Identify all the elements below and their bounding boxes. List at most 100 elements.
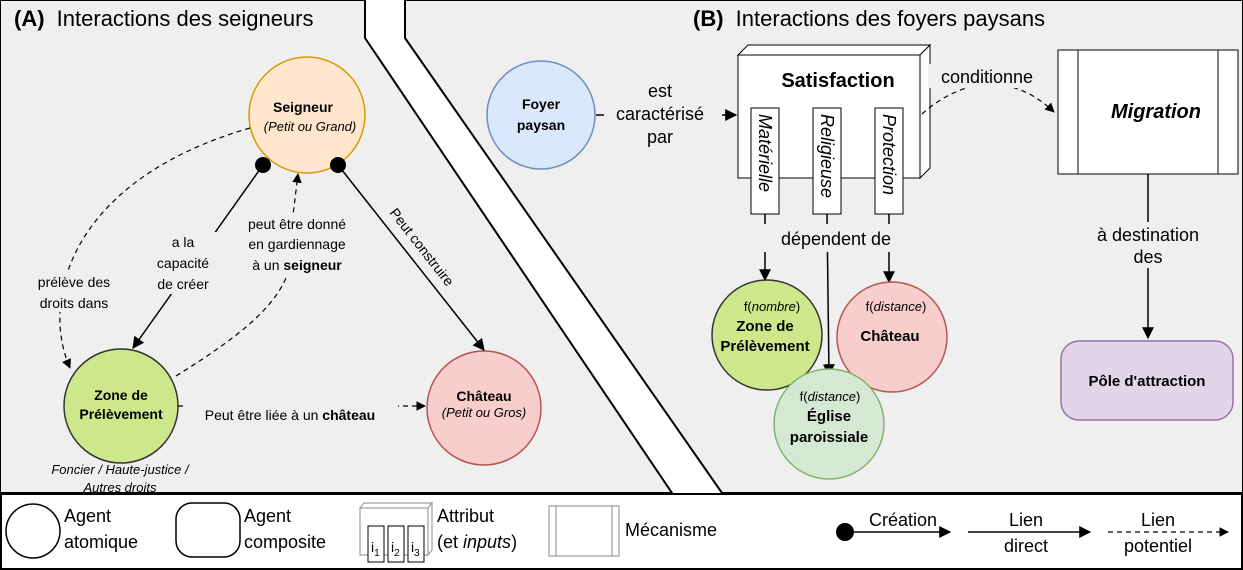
edge-liee-bold: château bbox=[322, 407, 375, 423]
legend-mechanism-icon bbox=[548, 505, 620, 557]
edge-gardiennage-line3: à un seigneur bbox=[252, 257, 342, 273]
migration-mechanism[interactable] bbox=[1057, 49, 1239, 175]
pole-label: Pôle d'attraction bbox=[1089, 373, 1206, 390]
legend-input-1 bbox=[367, 525, 385, 563]
panel-a-title-text: Interactions des seigneurs bbox=[57, 6, 314, 31]
legend-input-1-sub: 1 bbox=[374, 548, 380, 559]
edge-preleve bbox=[59, 127, 251, 369]
legend-input-1-i: i bbox=[371, 539, 374, 555]
eglise-fn: f(distance) bbox=[800, 389, 861, 404]
dependent-de-bg bbox=[760, 224, 910, 252]
chateau-b-fn-open: f( bbox=[866, 299, 875, 314]
edge-gardiennage-line1: peut être donné bbox=[248, 216, 346, 232]
input-protection-label: Protection bbox=[879, 114, 899, 195]
input-materielle-label: Matérielle bbox=[755, 114, 775, 192]
chateau-b-fn-close: ) bbox=[922, 299, 926, 314]
edge-destination-bg bbox=[1075, 222, 1223, 268]
legend-attribute-line2: (et inputs) bbox=[437, 532, 517, 552]
edge-capacite-line3: de créer bbox=[157, 276, 209, 292]
eglise-fn-arg: distance bbox=[808, 389, 856, 404]
seigneur-label: Seigneur bbox=[273, 99, 333, 115]
legend-input-2 bbox=[387, 525, 405, 563]
input-religieuse[interactable] bbox=[812, 107, 842, 215]
eglise-label-line1: Église bbox=[807, 408, 851, 425]
zone-b-fn-open: f( bbox=[744, 299, 753, 314]
zone-b-fn-close: ) bbox=[796, 299, 800, 314]
zone-b-fn-arg: nombre bbox=[752, 299, 796, 314]
edge-capacite-bg bbox=[150, 232, 220, 294]
panel-b-letter: (B) bbox=[693, 6, 724, 31]
legend-atomic-line2: atomique bbox=[64, 532, 138, 552]
edge-conditionne bbox=[921, 83, 1055, 115]
eglise-label-line2: paroissiale bbox=[790, 429, 868, 446]
edge-capacite-line1: a la bbox=[172, 234, 195, 250]
foyer-label-line1: Foyer bbox=[522, 96, 561, 112]
edge-caracterise-bg bbox=[604, 80, 722, 150]
edge-liee-prefix: Peut être liée à un bbox=[205, 407, 323, 423]
input-materielle[interactable] bbox=[750, 107, 780, 215]
edge-caracterise-line3: par bbox=[647, 127, 673, 147]
chateau-b-node[interactable] bbox=[836, 281, 948, 393]
panel-b-title-text: Interactions des foyers paysans bbox=[736, 6, 1045, 31]
legend-attribute-top bbox=[358, 502, 434, 509]
zone-b-node[interactable] bbox=[711, 279, 823, 391]
legend-input-3-label: i3 bbox=[411, 539, 420, 559]
zone-label-line1: Zone de bbox=[94, 387, 148, 403]
legend-input-3-sub: 3 bbox=[414, 548, 420, 559]
edge-liee-label: Peut être liée à un château bbox=[205, 407, 375, 423]
legend-input-1-label: i1 bbox=[371, 539, 380, 559]
legend-composite-icon bbox=[175, 502, 241, 558]
pole-attraction-node[interactable] bbox=[1060, 340, 1234, 421]
chateau-b-fn: f(distance) bbox=[866, 299, 927, 314]
edge-destination-line2: des bbox=[1133, 247, 1162, 267]
edge-gardiennage-bold: seigneur bbox=[283, 257, 342, 273]
edge-conditionne-bg bbox=[928, 64, 1046, 88]
panel-a-letter: (A) bbox=[14, 6, 45, 31]
eglise-fn-open: f( bbox=[800, 389, 809, 404]
dependent-de-label: dépendent de bbox=[781, 229, 891, 249]
satisfaction-box-top bbox=[736, 44, 932, 56]
eglise-node[interactable] bbox=[773, 368, 885, 480]
edge-destination-line1: à destination bbox=[1097, 225, 1199, 245]
edge-gardiennage-line2: en gardiennage bbox=[248, 236, 346, 252]
legend-input-2-label: i2 bbox=[391, 539, 400, 559]
legend-direct-line2: direct bbox=[1004, 536, 1048, 556]
panel-a-title: (A) Interactions des seigneurs bbox=[14, 6, 314, 31]
seigneur-sublabel: (Petit ou Grand) bbox=[264, 119, 357, 134]
edge-construire bbox=[337, 164, 485, 351]
chateau-sublabel: (Petit ou Gros) bbox=[442, 405, 527, 420]
legend-attribute-open: (et bbox=[437, 532, 463, 552]
legend-atomic-icon bbox=[5, 503, 61, 559]
edge-gardiennage-prefix: à un bbox=[252, 257, 283, 273]
zone-note-line2: Autres droits bbox=[83, 480, 157, 495]
chateau-label: Château bbox=[456, 388, 511, 404]
legend-input-2-i: i bbox=[391, 539, 394, 555]
seigneur-node[interactable] bbox=[248, 56, 366, 174]
chateau-node[interactable] bbox=[426, 350, 542, 466]
satisfaction-label: Satisfaction bbox=[781, 70, 894, 92]
foyer-label-line2: paysan bbox=[517, 117, 565, 133]
legend-input-2-sub: 2 bbox=[394, 548, 400, 559]
legend-attribute-line1: Attribut bbox=[437, 506, 494, 526]
edge-caracterise-line2: caractérisé bbox=[616, 104, 704, 124]
legend-composite-line2: composite bbox=[244, 532, 326, 552]
legend-input-3-i: i bbox=[411, 539, 414, 555]
legend-attribute-inputs: inputs bbox=[463, 532, 511, 552]
foyer-paysan-node[interactable] bbox=[486, 60, 596, 170]
edge-liee-bg bbox=[186, 404, 398, 426]
zone-b-label-line1: Zone de bbox=[736, 318, 794, 335]
legend-attribute-side bbox=[427, 501, 433, 557]
legend-creation-label: Création bbox=[869, 510, 937, 530]
edge-preleve-line1: prélève des bbox=[38, 274, 110, 290]
zone-b-label-line2: Prélèvement bbox=[720, 338, 809, 355]
edge-caracterise-line1: est bbox=[648, 81, 672, 101]
migration-label: Migration bbox=[1111, 101, 1201, 123]
zone-label-line2: Prélèvement bbox=[79, 406, 163, 422]
panel-b-title: (B) Interactions des foyers paysans bbox=[693, 6, 1045, 31]
chateau-b-fn-arg: distance bbox=[874, 299, 922, 314]
legend-potential-line1: Lien bbox=[1141, 510, 1175, 530]
edge-preleve-bg bbox=[40, 270, 108, 312]
legend-atomic-line1: Agent bbox=[64, 506, 111, 526]
legend-input-3 bbox=[407, 525, 425, 563]
